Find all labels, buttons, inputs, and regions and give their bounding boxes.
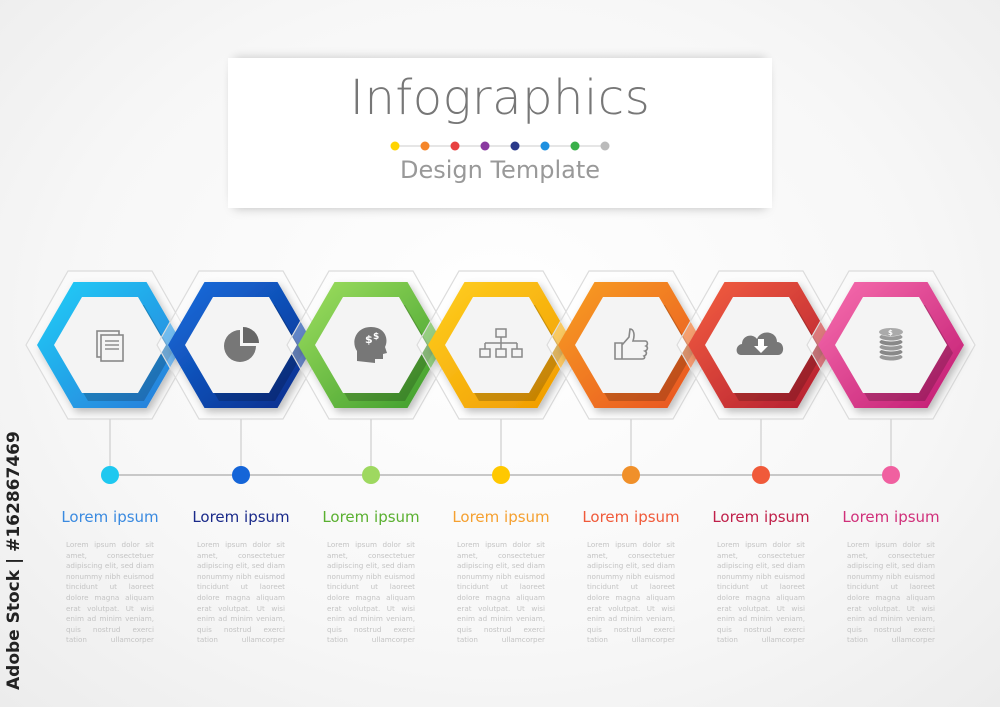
- timeline-dot: [882, 466, 900, 484]
- watermark-text: Adobe Stock | #162867469: [4, 431, 24, 690]
- timeline-dot: [622, 466, 640, 484]
- step-3: $ $: [286, 270, 456, 484]
- title-dot-line: [390, 141, 610, 151]
- step-6: [676, 270, 846, 484]
- step-title: Lorem ipsum: [452, 508, 550, 526]
- hexagon-inner: [185, 297, 297, 393]
- timeline-dot: [101, 466, 119, 484]
- title-dot: [420, 141, 430, 151]
- pie-chart-icon: [224, 327, 259, 362]
- hexagon-inner: [575, 297, 687, 393]
- org-chart-icon: [479, 328, 523, 358]
- timeline-dot: [362, 466, 380, 484]
- step-title: Lorem ipsum: [61, 508, 159, 526]
- title-dot: [480, 141, 490, 151]
- documents-icon: [96, 330, 124, 362]
- page-subtitle: Design Template: [399, 156, 600, 184]
- timeline-dot: [752, 466, 770, 484]
- step-7: $: [806, 270, 976, 484]
- step-body-text: Lorem ipsum dolor sit amet, consectetuer…: [587, 540, 675, 645]
- step-2: [156, 270, 326, 484]
- step-body-text: Lorem ipsum dolor sit amet, consectetuer…: [327, 540, 415, 645]
- timeline-dot: [492, 466, 510, 484]
- title-dot: [390, 141, 400, 151]
- step-4: [416, 270, 586, 484]
- header-card: [228, 58, 772, 208]
- svg-text:$: $: [888, 329, 893, 337]
- step-title: Lorem ipsum: [582, 508, 680, 526]
- step-title: Lorem ipsum: [322, 508, 420, 526]
- page-title: Infographics: [349, 70, 651, 126]
- head-dollar-icon: $ $: [354, 327, 387, 363]
- title-dot: [600, 141, 610, 151]
- svg-text:$: $: [373, 332, 379, 342]
- timeline-dot: [232, 466, 250, 484]
- cloud-download-icon: [736, 332, 784, 355]
- step-body-text: Lorem ipsum dolor sit amet, consectetuer…: [197, 540, 285, 645]
- title-dot: [510, 141, 520, 151]
- title-dot: [540, 141, 550, 151]
- title-dot: [570, 141, 580, 151]
- step-body-text: Lorem ipsum dolor sit amet, consectetuer…: [66, 540, 154, 645]
- step-1: [25, 270, 195, 484]
- svg-text:$: $: [365, 333, 373, 346]
- step-title: Lorem ipsum: [192, 508, 290, 526]
- thumbs-up-icon: [614, 328, 649, 360]
- step-body-text: Lorem ipsum dolor sit amet, consectetuer…: [457, 540, 545, 645]
- title-dot: [450, 141, 460, 151]
- step-body-text: Lorem ipsum dolor sit amet, consectetuer…: [717, 540, 805, 645]
- step-title: Lorem ipsum: [712, 508, 810, 526]
- step-title: Lorem ipsum: [842, 508, 940, 526]
- step-5: [546, 270, 716, 484]
- coins-icon: $: [878, 327, 904, 362]
- step-body-text: Lorem ipsum dolor sit amet, consectetuer…: [847, 540, 935, 645]
